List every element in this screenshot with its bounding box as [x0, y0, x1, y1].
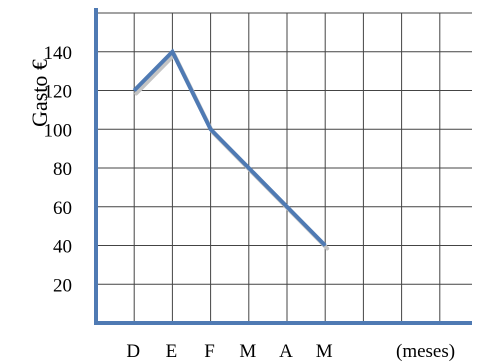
data-point — [248, 167, 250, 169]
y-tick-label: 100 — [44, 120, 73, 141]
y-tick-label: 20 — [53, 275, 72, 296]
x-tick-label: M — [239, 341, 256, 362]
data-point — [286, 206, 288, 208]
x-tick-label: A — [279, 341, 293, 362]
y-tick-label: 80 — [53, 159, 72, 180]
y-tick-label: 120 — [44, 82, 73, 103]
x-tick-label: D — [126, 341, 140, 362]
y-tick-label: 60 — [53, 198, 72, 219]
y-axis-title: Gasto € — [27, 59, 52, 127]
data-point — [171, 51, 173, 53]
data-point — [210, 128, 212, 130]
grid — [96, 12, 472, 323]
x-tick-label: M — [316, 341, 333, 362]
x-tick-label: E — [166, 341, 178, 362]
data-point — [324, 245, 326, 246]
series-line — [132, 48, 327, 247]
tick-labels: 20 40 60 80 100 120 140 D E F M A M — [44, 43, 333, 362]
y-tick-label: 140 — [44, 43, 73, 64]
data-series — [132, 48, 330, 251]
y-tick-label: 40 — [53, 237, 72, 258]
axes — [94, 8, 472, 325]
data-point — [133, 90, 135, 91]
x-tick-label: F — [204, 341, 215, 362]
x-axis-title: (meses) — [396, 341, 455, 362]
